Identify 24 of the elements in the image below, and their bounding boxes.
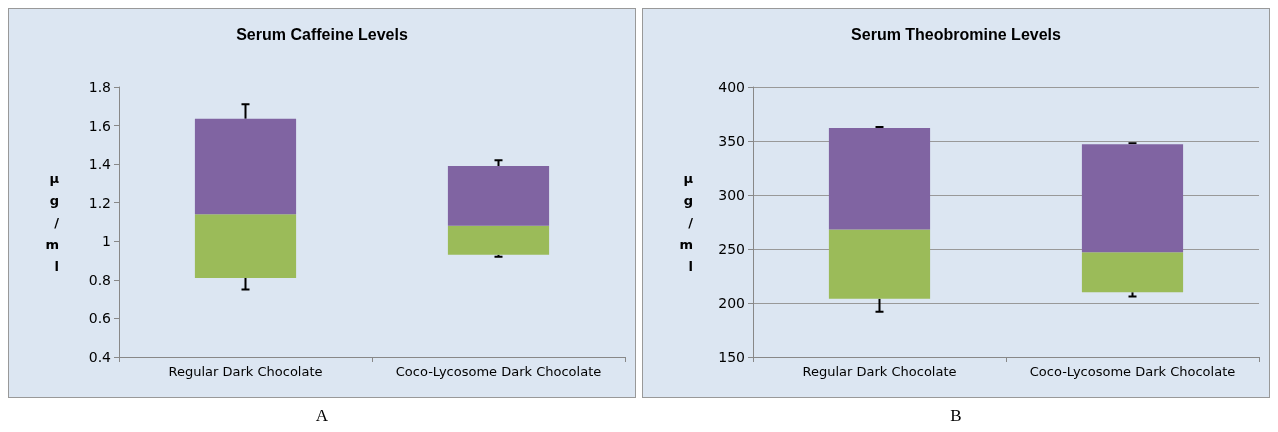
y-tick-label: 0.6 [88, 310, 112, 327]
x-tick-label: Coco-Lycosome Dark Chocolate [395, 364, 602, 379]
y-axis-title: µg/ml [45, 170, 60, 274]
y-tick-label: 0.4 [88, 349, 112, 365]
y-tick-label: 1.8 [88, 79, 111, 95]
x-tick-label: Regular Dark Chocolate [168, 364, 323, 379]
chart-title: Serum Caffeine Levels [236, 25, 408, 43]
y-tick-label: 1.2 [88, 194, 111, 211]
y-tick-label: 0.8 [88, 271, 111, 288]
chart-title: Serum Theobromine Levels [851, 25, 1062, 43]
y-tick-label: 250 [718, 241, 745, 257]
y-tick-label: 400 [718, 79, 745, 95]
y-tick-label: 350 [718, 133, 745, 149]
y-tick-label: 300 [718, 187, 745, 203]
x-tick-label: Regular Dark Chocolate [802, 364, 957, 379]
y-tick-label: 150 [718, 349, 745, 365]
y-tick-label: 1.6 [88, 117, 112, 134]
y-axis-title: µg/ml [679, 170, 694, 274]
text: B [949, 406, 963, 426]
x-tick-label: Coco-Lycosome Dark Chocolate [1029, 364, 1236, 379]
y-tick-label: 1.4 [88, 156, 112, 173]
text: A [314, 406, 330, 426]
y-tick-label: 1 [102, 233, 111, 250]
y-tick-label: 200 [718, 295, 745, 311]
